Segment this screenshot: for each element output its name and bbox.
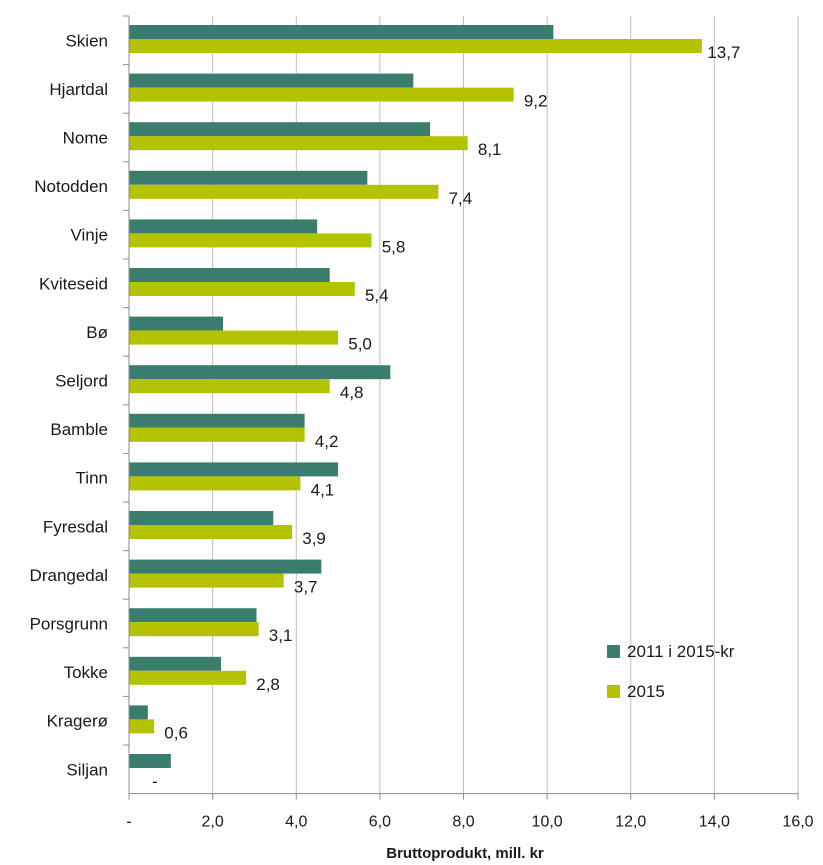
legend-label: 2015 [627, 682, 665, 701]
category-label: Vinje [71, 226, 109, 245]
x-tick-labels: - 2,0 4,0 6,0 8,0 10,0 12,0 14,0 16,0 [126, 814, 813, 831]
data-label: 0,6 [164, 723, 188, 742]
bar-2015 [129, 670, 247, 685]
category-label: Bamble [50, 420, 108, 439]
data-label: - [152, 772, 158, 791]
category-label: Nome [63, 129, 108, 148]
bar-2011 [129, 365, 391, 380]
bar-2011 [129, 219, 318, 234]
bar-2011 [129, 656, 221, 671]
x-tick-label: 2,0 [202, 814, 224, 831]
bar-2011 [129, 25, 554, 39]
bar-2015 [129, 330, 339, 345]
category-label: Siljan [66, 760, 108, 779]
legend-swatch [607, 645, 620, 658]
category-labels: Skien Hjartdal Nome Notodden Vinje Kviteseid B… [30, 31, 108, 779]
x-tick-label: 8,0 [452, 814, 474, 831]
data-label: 5,8 [382, 237, 406, 256]
axes [123, 15, 799, 800]
x-axis-title: Bruttoprodukt, mill. kr [386, 845, 544, 862]
bar-2015 [129, 39, 702, 53]
data-label: 9,2 [524, 92, 548, 111]
data-label: 2,8 [256, 675, 280, 694]
data-label: 5,4 [365, 286, 389, 305]
bar-2015 [129, 427, 305, 442]
bar-2011 [129, 268, 330, 282]
bar-2011 [129, 170, 368, 185]
data-label: 4,2 [315, 432, 339, 451]
legend-label: 2011 i 2015-kr [627, 642, 735, 661]
legend: 2011 i 2015-kr 2015 [607, 642, 735, 701]
category-label: Drangedal [30, 566, 108, 585]
bar-2011 [129, 122, 431, 137]
data-label: 13,7 [707, 43, 740, 62]
bar-2015 [129, 184, 439, 199]
category-label: Porsgrunn [30, 615, 108, 634]
bars [129, 25, 702, 768]
bar-2015 [129, 379, 330, 394]
bar-2015 [129, 87, 514, 102]
bar-2011 [129, 73, 414, 88]
category-label: Tinn [76, 469, 108, 488]
category-label: Seljord [55, 372, 108, 391]
category-label: Kviteseid [39, 274, 108, 293]
category-label: Bø [86, 323, 108, 342]
x-tick-label: - [126, 814, 131, 831]
bar-2015 [129, 282, 355, 296]
category-label: Hjartdal [49, 80, 108, 99]
bar-2015 [129, 573, 284, 588]
data-label: 3,7 [294, 578, 318, 597]
data-label: 3,9 [302, 529, 326, 548]
bar-2011 [129, 511, 274, 525]
bar-2015 [129, 525, 293, 539]
x-tick-label: 10,0 [532, 814, 563, 831]
bar-2011 [129, 608, 257, 623]
legend-swatch [607, 685, 620, 698]
data-label: 7,4 [449, 189, 473, 208]
bar-2011 [129, 559, 322, 574]
bar-2015 [129, 622, 259, 637]
x-tick-label: 14,0 [699, 814, 730, 831]
bar-2011 [129, 462, 339, 477]
category-label: Skien [65, 31, 108, 50]
data-label: 8,1 [478, 140, 502, 159]
x-tick-label: 4,0 [285, 814, 307, 831]
bar-2015 [129, 719, 155, 734]
bar-2011 [129, 413, 305, 428]
data-label: 4,8 [340, 383, 364, 402]
x-tick-label: 16,0 [782, 814, 813, 831]
bar-2011 [129, 705, 148, 720]
bar-2011 [129, 316, 224, 331]
category-label: Tokke [64, 663, 108, 682]
data-labels: 13,7 9,2 8,1 7,4 5,8 5,4 5,0 4,8 4,2 4,1 3,9 3,7 3,1… [152, 43, 740, 791]
category-label: Kragerø [47, 712, 108, 731]
data-label: 3,1 [269, 626, 293, 645]
bar-2015 [129, 476, 301, 491]
data-label: 4,1 [311, 480, 335, 499]
data-label: 5,0 [348, 335, 372, 354]
x-tick-label: 12,0 [615, 814, 646, 831]
x-tick-label: 6,0 [369, 814, 391, 831]
category-label: Notodden [34, 177, 108, 196]
category-label: Fyresdal [43, 517, 108, 536]
bar-2011 [129, 754, 171, 768]
bar-2015 [129, 136, 468, 151]
bar-2015 [129, 233, 372, 248]
